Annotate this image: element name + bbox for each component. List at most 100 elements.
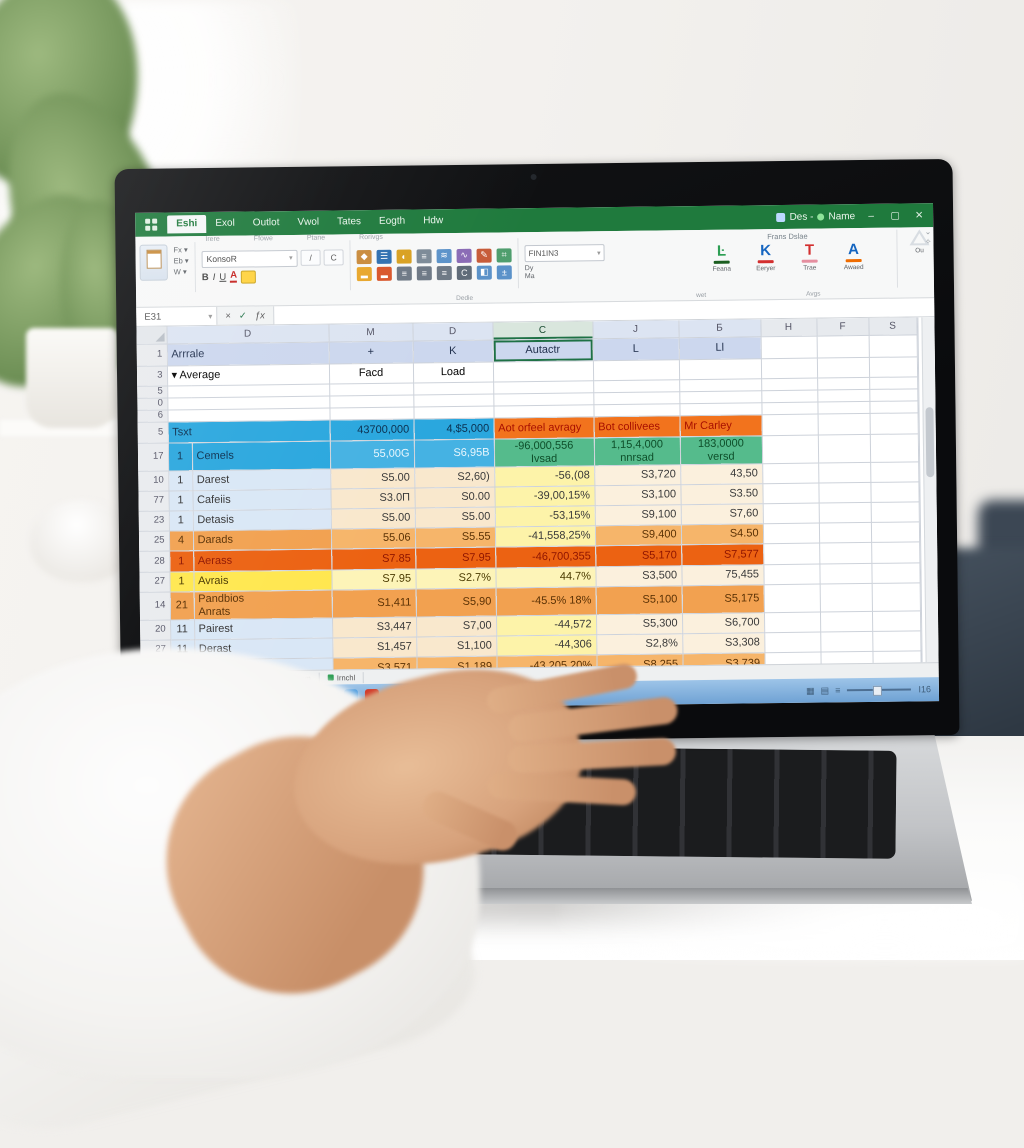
row-header[interactable]: 14 — [139, 591, 171, 621]
cell[interactable]: S7.85 — [331, 547, 416, 571]
empty-cell[interactable] — [820, 631, 873, 653]
empty-cell[interactable] — [763, 612, 821, 633]
row-header[interactable]: 5 — [137, 422, 168, 444]
bold-button[interactable]: B — [201, 271, 209, 283]
grow-font-button[interactable]: / — [300, 249, 321, 266]
empty-cell[interactable] — [679, 402, 762, 416]
empty-cell[interactable] — [818, 522, 872, 544]
empty-cell[interactable] — [870, 521, 920, 543]
menu-eogth[interactable]: Eogth — [378, 215, 406, 227]
cell[interactable]: S3,100 — [594, 484, 681, 506]
empty-cell[interactable] — [764, 632, 821, 653]
fill-color-button[interactable] — [241, 269, 257, 284]
underline-button[interactable]: U — [219, 271, 227, 283]
empty-cell[interactable] — [762, 523, 820, 544]
cell[interactable]: Avrais — [193, 570, 332, 592]
clipboard-tool[interactable]: W ▾ — [173, 267, 187, 277]
cell[interactable]: S7.95 — [331, 568, 416, 591]
row-header[interactable]: 6 — [137, 410, 168, 423]
cell[interactable]: S5,300 — [596, 613, 683, 635]
cell[interactable]: Ll — [678, 336, 761, 360]
cell[interactable]: + — [328, 341, 413, 365]
menu-hdw[interactable]: Hdw — [423, 215, 444, 227]
column-header-Б[interactable]: Б — [678, 319, 761, 338]
cell[interactable]: 1,15,4,000 nnrsad — [593, 436, 681, 466]
cell[interactable]: S9,100 — [594, 504, 681, 526]
cell[interactable]: Detasis — [192, 509, 331, 531]
cell[interactable]: S7,00 — [416, 616, 497, 637]
cell[interactable]: -39,00,15% — [494, 485, 595, 508]
cell[interactable]: S5,100 — [595, 585, 683, 615]
empty-cell[interactable] — [817, 401, 870, 415]
view-mode-icon[interactable]: ▦ — [806, 685, 815, 696]
ribbon-mini-icon[interactable]: ✎ — [476, 248, 492, 263]
cell[interactable]: S3,500 — [595, 565, 682, 587]
clipboard-tool[interactable]: Fx ▾ — [173, 245, 188, 255]
select-all-corner[interactable] — [136, 326, 167, 345]
cancel-icon[interactable]: × — [225, 310, 231, 322]
column-header-S[interactable]: S — [868, 317, 917, 336]
paste-button[interactable] — [139, 244, 168, 281]
cell[interactable]: 1 — [168, 490, 193, 512]
cell[interactable]: S3,308 — [682, 632, 765, 654]
cell[interactable]: -45.5% 18% — [495, 586, 597, 617]
cell[interactable]: S7,60 — [680, 503, 763, 525]
cell[interactable]: S0.00 — [414, 487, 495, 508]
cell[interactable]: S5,175 — [681, 584, 764, 614]
cell[interactable]: S2,8% — [596, 633, 683, 655]
cell[interactable]: -44,572 — [496, 614, 597, 637]
ribbon-mini-icon[interactable]: ≋ — [436, 248, 452, 263]
empty-cell[interactable] — [760, 358, 818, 379]
view-mode-icon[interactable]: ≡ — [835, 684, 841, 695]
row-header[interactable]: 3 — [136, 366, 168, 387]
cell[interactable]: S2.7% — [415, 568, 496, 589]
cell[interactable]: S3,447 — [332, 616, 417, 639]
cell[interactable]: 183,0000 versd — [679, 435, 763, 465]
italic-button[interactable]: I — [212, 271, 216, 283]
empty-cell[interactable] — [761, 414, 818, 436]
cell[interactable]: 1 — [168, 510, 193, 532]
empty-cell[interactable] — [329, 383, 414, 397]
cell[interactable]: -53,15% — [494, 505, 595, 528]
empty-cell[interactable] — [819, 611, 873, 633]
empty-cell[interactable] — [761, 390, 818, 403]
ribbon-mini-icon[interactable]: ∿ — [456, 248, 472, 263]
cell[interactable]: S7,577 — [681, 543, 764, 566]
ribbon-mini-icon[interactable]: ± — [496, 264, 512, 279]
cell[interactable]: S3,720 — [594, 464, 681, 486]
cell[interactable]: Load — [412, 362, 494, 384]
column-header-M[interactable]: M — [328, 323, 413, 343]
column-header-D[interactable]: D — [412, 322, 493, 342]
menu-vwol[interactable]: Vwol — [297, 216, 320, 228]
ribbon-mini-icon[interactable]: ▂ — [376, 266, 392, 281]
empty-cell[interactable] — [871, 562, 920, 584]
menu-eshi[interactable]: Eshi — [167, 215, 207, 234]
cell[interactable]: -56,(08 — [494, 465, 595, 488]
cell[interactable]: 21 — [169, 591, 195, 620]
cell[interactable]: 11 — [170, 619, 195, 640]
empty-cell[interactable] — [762, 483, 819, 504]
empty-cell[interactable] — [492, 360, 594, 383]
empty-cell[interactable] — [869, 412, 918, 435]
name-box[interactable]: E31 ▾ — [136, 306, 218, 326]
cell[interactable]: Bot collivees — [593, 415, 680, 438]
ribbon-mini-icon[interactable]: ◐ — [396, 249, 412, 264]
empty-cell[interactable] — [816, 335, 869, 359]
cell[interactable]: 1 — [167, 442, 193, 472]
empty-cell[interactable] — [679, 390, 762, 404]
cell[interactable]: K — [412, 340, 493, 364]
ribbon-mini-icon[interactable]: ⌗ — [496, 247, 512, 262]
empty-cell[interactable] — [817, 413, 870, 436]
awaed-button[interactable]: A Awaed — [836, 241, 870, 271]
cell[interactable]: S7.95 — [415, 547, 496, 569]
empty-cell[interactable] — [413, 382, 494, 396]
number-format-select[interactable]: FIN1IN3 ▾ — [524, 244, 605, 263]
empty-cell[interactable] — [761, 435, 819, 464]
cell[interactable]: S3.0П — [330, 487, 415, 510]
cell[interactable]: Pairest — [194, 618, 333, 640]
empty-cell[interactable] — [678, 358, 762, 380]
row-header[interactable]: 10 — [138, 471, 169, 492]
cell[interactable]: S3.50 — [680, 483, 763, 505]
cell[interactable]: S5.00 — [330, 507, 415, 530]
empty-cell[interactable] — [870, 461, 919, 483]
